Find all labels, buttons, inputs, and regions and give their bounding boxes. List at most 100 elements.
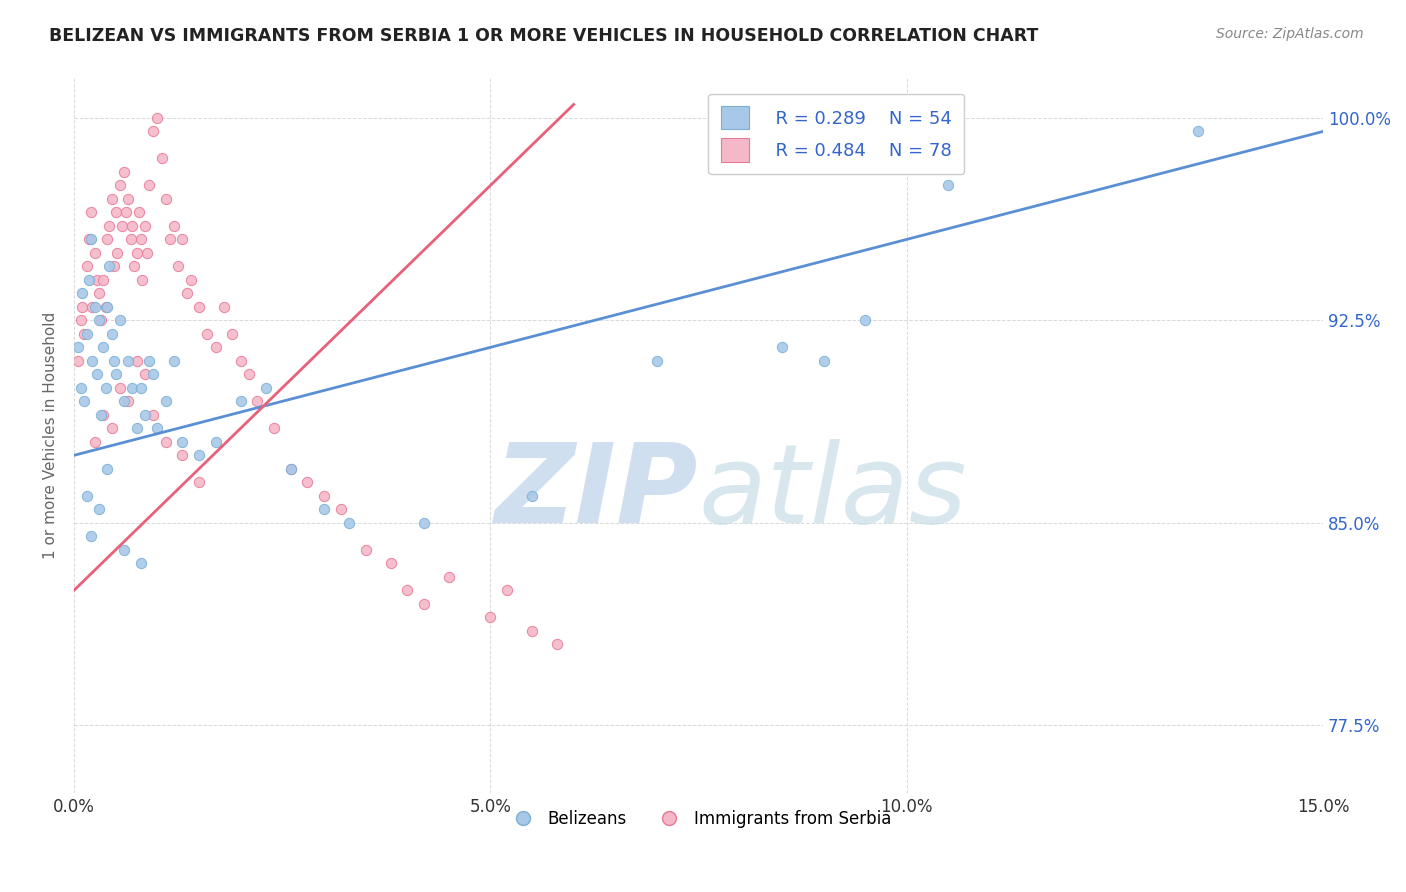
Legend: Belizeans, Immigrants from Serbia: Belizeans, Immigrants from Serbia	[499, 803, 898, 834]
Point	[90, 313, 112, 327]
Point	[122, 260, 145, 274]
Point	[645, 354, 668, 368]
Point	[76, 489, 98, 503]
Point	[108, 381, 131, 395]
Point	[479, 610, 502, 624]
Point	[212, 300, 235, 314]
Point	[437, 570, 460, 584]
Point	[238, 368, 260, 382]
Point	[129, 232, 152, 246]
Point	[163, 354, 186, 368]
Point	[146, 111, 169, 125]
Point	[134, 219, 156, 233]
Point	[163, 219, 186, 233]
Point	[86, 368, 108, 382]
Point	[100, 192, 122, 206]
Point	[176, 286, 198, 301]
Point	[412, 516, 434, 530]
Point	[67, 354, 90, 368]
Point	[98, 260, 121, 274]
Point	[188, 448, 211, 462]
Point	[412, 597, 434, 611]
Point	[76, 260, 98, 274]
Point	[172, 448, 194, 462]
Point	[117, 394, 139, 409]
Point	[354, 542, 377, 557]
Point	[280, 462, 302, 476]
Point	[91, 340, 114, 354]
Text: BELIZEAN VS IMMIGRANTS FROM SERBIA 1 OR MORE VEHICLES IN HOUSEHOLD CORRELATION C: BELIZEAN VS IMMIGRANTS FROM SERBIA 1 OR …	[49, 27, 1039, 45]
Point	[91, 273, 114, 287]
Point	[87, 313, 110, 327]
Point	[204, 340, 226, 354]
Point	[121, 381, 143, 395]
Point	[112, 394, 135, 409]
Point	[73, 394, 96, 409]
Point	[103, 354, 125, 368]
Point	[72, 300, 94, 314]
Point	[98, 219, 121, 233]
Point	[172, 434, 194, 449]
Point	[76, 326, 98, 341]
Point	[128, 205, 150, 219]
Point	[87, 502, 110, 516]
Point	[520, 624, 543, 638]
Point	[380, 556, 402, 570]
Point	[94, 300, 117, 314]
Text: atlas: atlas	[699, 439, 967, 546]
Text: ZIP: ZIP	[495, 439, 699, 546]
Point	[813, 354, 835, 368]
Point	[155, 394, 177, 409]
Point	[112, 165, 135, 179]
Point	[80, 529, 103, 543]
Point	[546, 637, 568, 651]
Point	[142, 368, 165, 382]
Point	[280, 462, 302, 476]
Point	[129, 556, 152, 570]
Text: Source: ZipAtlas.com: Source: ZipAtlas.com	[1216, 27, 1364, 41]
Point	[337, 516, 360, 530]
Point	[73, 326, 96, 341]
Point	[297, 475, 319, 490]
Point	[138, 354, 160, 368]
Point	[96, 462, 118, 476]
Point	[155, 434, 177, 449]
Point	[86, 273, 108, 287]
Point	[520, 489, 543, 503]
Point	[138, 178, 160, 193]
Point	[142, 124, 165, 138]
Point	[84, 300, 107, 314]
Point	[136, 245, 159, 260]
Point	[129, 381, 152, 395]
Point	[96, 300, 118, 314]
Y-axis label: 1 or more Vehicles in Household: 1 or more Vehicles in Household	[44, 311, 58, 558]
Point	[150, 152, 173, 166]
Point	[125, 245, 148, 260]
Point	[146, 421, 169, 435]
Point	[100, 421, 122, 435]
Point	[72, 286, 94, 301]
Point	[312, 502, 335, 516]
Point	[221, 326, 243, 341]
Point	[112, 542, 135, 557]
Point	[69, 313, 91, 327]
Point	[188, 475, 211, 490]
Point	[87, 286, 110, 301]
Point	[103, 260, 125, 274]
Point	[142, 408, 165, 422]
Point	[312, 489, 335, 503]
Point	[246, 394, 269, 409]
Point	[77, 273, 100, 287]
Point	[204, 434, 226, 449]
Point	[94, 381, 117, 395]
Point	[1187, 124, 1209, 138]
Point	[188, 300, 211, 314]
Point	[254, 381, 277, 395]
Point	[82, 354, 104, 368]
Point	[229, 394, 252, 409]
Point	[155, 192, 177, 206]
Point	[125, 354, 148, 368]
Point	[96, 232, 118, 246]
Point	[80, 232, 103, 246]
Point	[67, 340, 90, 354]
